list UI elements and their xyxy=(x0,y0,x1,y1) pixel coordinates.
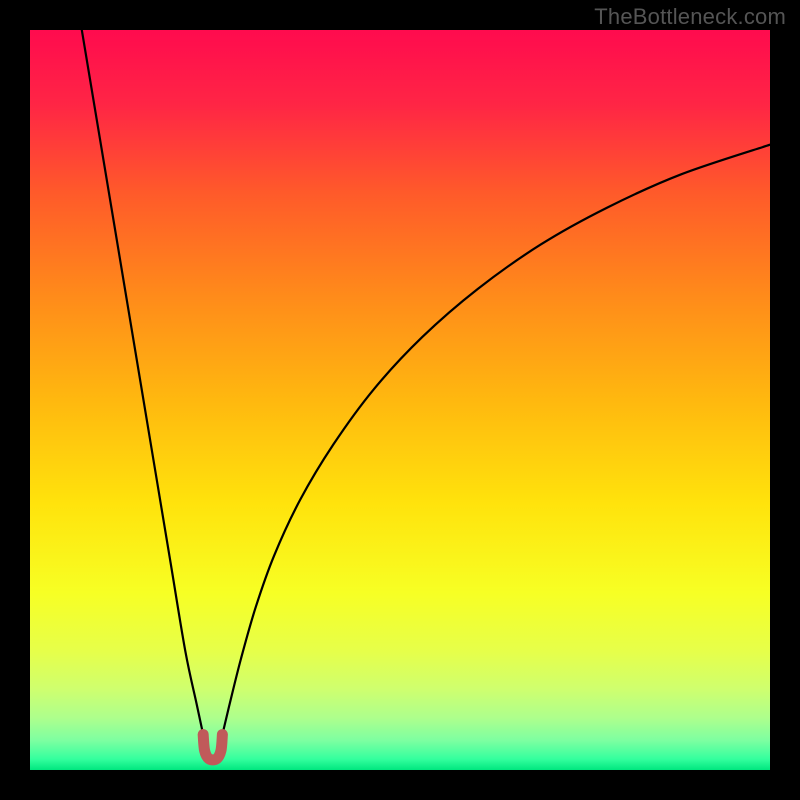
plot-area xyxy=(30,30,770,770)
gradient-background xyxy=(30,30,770,770)
bottleneck-chart-svg xyxy=(30,30,770,770)
chart-frame: TheBottleneck.com xyxy=(0,0,800,800)
attribution-text: TheBottleneck.com xyxy=(594,4,786,30)
